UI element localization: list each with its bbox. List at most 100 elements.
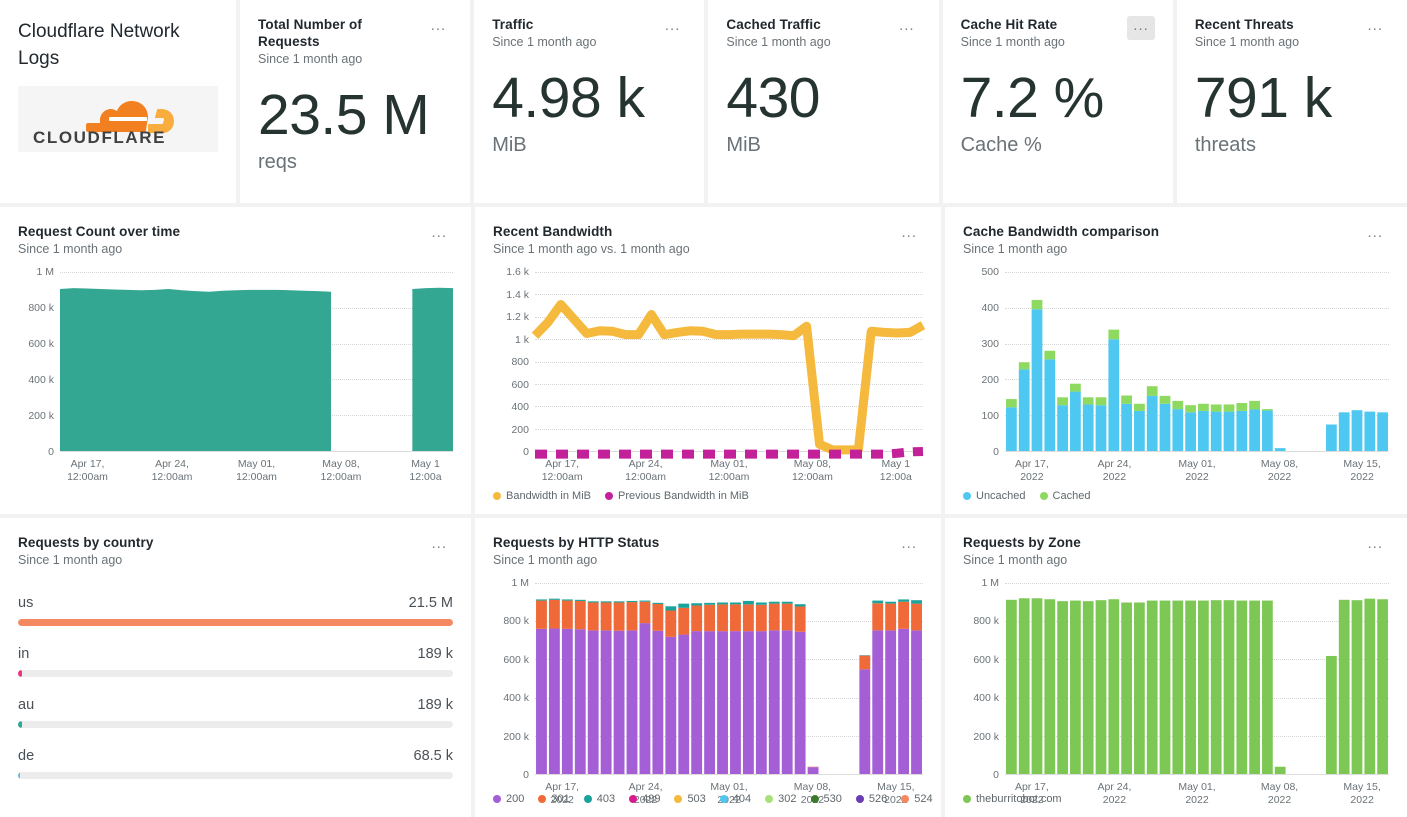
x-axis-tick: Apr 24, 2022	[1097, 781, 1132, 806]
metric-subtitle: Since 1 month ago	[492, 35, 597, 49]
logo-wordmark: CLOUDFLARE	[33, 128, 166, 147]
panel-menu-button[interactable]: ...	[1367, 17, 1384, 34]
bar-segment	[1146, 395, 1158, 451]
panel-subtitle: Since 1 month ago vs. 1 month ago	[493, 242, 690, 256]
y-axis-tick: 800 k	[503, 615, 529, 628]
legend-dot-icon	[1039, 492, 1048, 500]
bar-segment	[742, 604, 754, 632]
metric-value: 23.5 M	[258, 83, 430, 147]
bar-segment	[1223, 411, 1235, 451]
y-axis-tick: 400	[511, 401, 529, 413]
bar-segment	[1236, 410, 1248, 451]
metric-card-cache-hit-rate: Cache Hit Rate Since 1 month ago ... 7.2…	[942, 0, 1173, 203]
gridline	[535, 406, 923, 408]
x-axis-tick: May 08,2022	[1260, 458, 1299, 483]
y-axis-tick: 600 k	[973, 653, 999, 666]
legend-label: 499	[642, 793, 661, 805]
legend-item[interactable]: Previous Bandwidth in MiB	[605, 490, 749, 502]
bar-segment	[652, 630, 664, 774]
legend-item[interactable]: 499	[629, 793, 660, 805]
y-axis-tick: 1 M	[511, 577, 529, 589]
gridline	[1005, 735, 1389, 737]
panel-menu-button[interactable]: ...	[431, 535, 447, 552]
bar-segment	[1351, 410, 1363, 451]
metric-subtitle: Since 1 month ago	[960, 35, 1065, 49]
legend-item[interactable]: 530	[810, 793, 842, 805]
x-axis-tick: Apr 17, 12:00am	[541, 458, 583, 483]
legend-dot-icon	[493, 795, 501, 803]
legend-item[interactable]: 503	[674, 793, 706, 805]
legend-label: 530	[823, 793, 842, 805]
legend-item[interactable]: 526	[855, 793, 887, 805]
y-axis-tick: 1 k	[514, 333, 529, 346]
chart-legend: Bandwidth in MiB Previous Bandwidth in Mi…	[493, 490, 749, 502]
legend-item[interactable]: Uncached	[963, 490, 1026, 502]
bar-segment	[1198, 410, 1209, 451]
brand-panel: Cloudflare Network Logs CLOUDFLARE	[0, 0, 236, 203]
bar-segment	[639, 600, 651, 602]
bar-segment	[587, 630, 599, 774]
legend-item[interactable]: theburritobot.com	[963, 793, 1062, 805]
legend-item[interactable]: 302	[765, 793, 797, 805]
y-axis: 1 M 800 k 600 k 400 k 200 k 0	[18, 266, 58, 458]
bar-segment	[1134, 602, 1145, 774]
bar-segment	[1198, 403, 1209, 411]
panel-menu-button[interactable]: ...	[664, 17, 681, 34]
legend-item[interactable]: 301	[538, 793, 570, 805]
legend-item[interactable]: 404	[719, 793, 751, 805]
bar-segment	[755, 604, 767, 632]
legend-item[interactable]: 200	[493, 793, 524, 805]
bar-segment	[1274, 448, 1286, 451]
y-axis: 1 M 800 k 600 k 400 k 200 k 0	[963, 577, 1003, 781]
bar-segment	[872, 600, 884, 604]
panel-menu-button[interactable]: ...	[1367, 535, 1383, 552]
country-value: 21.5 M	[408, 595, 453, 611]
metric-subtitle: Since 1 month ago	[258, 52, 363, 66]
legend-dot-icon	[963, 795, 971, 803]
legend-dot-icon	[765, 795, 774, 803]
bar-segment	[1377, 599, 1388, 774]
panel-menu-button[interactable]: ...	[431, 224, 447, 241]
metric-unit: threats	[1194, 134, 1256, 156]
x-axis-tick: May 1 12:00a	[409, 458, 442, 483]
legend-item[interactable]: 524	[901, 793, 933, 805]
bar-segment	[1134, 410, 1145, 451]
bar-segment	[1108, 599, 1120, 774]
panel-menu-button[interactable]: ...	[430, 17, 447, 34]
bar-segment	[1249, 400, 1260, 410]
country-bar-fill	[18, 619, 453, 626]
country-row[interactable]: us 21.5 M	[18, 595, 453, 626]
bar-segment	[1210, 600, 1222, 774]
country-row[interactable]: au 189 k	[18, 697, 453, 728]
country-bar-track	[18, 721, 453, 728]
legend-dot-icon	[810, 795, 819, 803]
country-bar-list: us 21.5 M in 189 k au 189 k de 68.5 k	[18, 595, 453, 779]
legend-dot-icon	[629, 795, 638, 803]
bar-segment	[859, 655, 871, 670]
bar-segment	[1172, 400, 1184, 410]
legend-item[interactable]: Cached	[1039, 490, 1090, 502]
panel-menu-button[interactable]: ...	[1367, 224, 1383, 241]
metric-subtitle: Since 1 month ago	[1194, 35, 1300, 49]
panel-title: Recent Bandwidth	[493, 224, 613, 239]
gridline	[1005, 343, 1389, 345]
x-axis-tick: Apr 17, 2022	[545, 781, 580, 806]
bar-segment	[1031, 598, 1043, 774]
legend-item[interactable]: 403	[583, 793, 615, 805]
country-row[interactable]: de 68.5 k	[18, 748, 453, 779]
bar-segment	[574, 600, 586, 630]
country-row[interactable]: in 189 k	[18, 646, 453, 677]
bar-segment	[691, 631, 703, 774]
panel-menu-button[interactable]: ...	[1127, 16, 1155, 40]
bar-segment	[1044, 350, 1056, 360]
panel-menu-button[interactable]: ...	[901, 535, 917, 552]
y-axis: 1 M 800 k 600 k 400 k 200 k 0	[493, 577, 533, 781]
panel-requests-by-country: Requests by country Since 1 month ago ..…	[0, 518, 471, 817]
legend-dot-icon	[493, 492, 501, 500]
panel-menu-button[interactable]: ...	[901, 224, 917, 241]
panel-menu-button[interactable]: ...	[899, 17, 915, 34]
gridline	[1005, 272, 1389, 273]
legend-item[interactable]: Bandwidth in MiB	[493, 490, 591, 502]
